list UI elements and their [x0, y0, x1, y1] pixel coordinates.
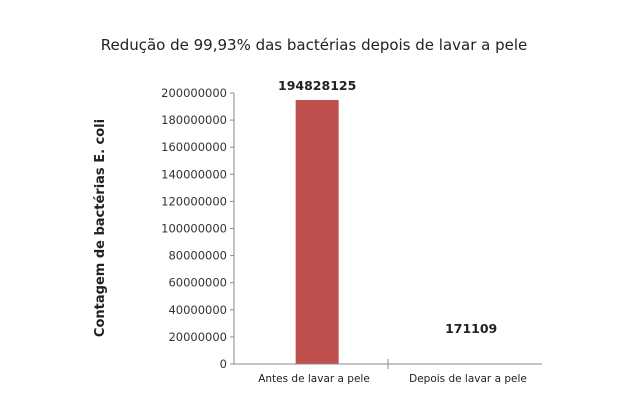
y-axis-label: Contagem de bactérias E. coli	[93, 119, 108, 337]
y-tick-label: 20000000	[168, 330, 227, 344]
y-tick-label: 140000000	[161, 167, 227, 181]
y-tick-label: 160000000	[161, 140, 227, 154]
x-category-label: Antes de lavar a pele	[258, 373, 370, 385]
bars: 194828125 171109	[278, 78, 497, 365]
y-axis: 0 20000000 40000000 60000000 80000000 1000000…	[161, 86, 235, 371]
chart-title: Redução de 99,93% das bactérias depois d…	[101, 36, 528, 54]
bar-data-label: 194828125	[278, 78, 356, 93]
x-axis: Antes de lavar a pele Depois de lavar a p…	[234, 359, 542, 385]
y-tick-label: 80000000	[168, 249, 227, 263]
bar-data-label: 171109	[445, 321, 497, 336]
y-tick-label: 200000000	[161, 86, 227, 100]
y-tick-label: 40000000	[168, 303, 227, 317]
y-tick-label: 60000000	[168, 276, 227, 290]
y-tick-label: 0	[220, 357, 227, 371]
bar	[295, 100, 339, 365]
x-category-label: Depois de lavar a pele	[409, 373, 527, 385]
y-tick-label: 120000000	[161, 194, 227, 208]
y-tick-label: 100000000	[161, 222, 227, 236]
y-tick-label: 180000000	[161, 113, 227, 127]
